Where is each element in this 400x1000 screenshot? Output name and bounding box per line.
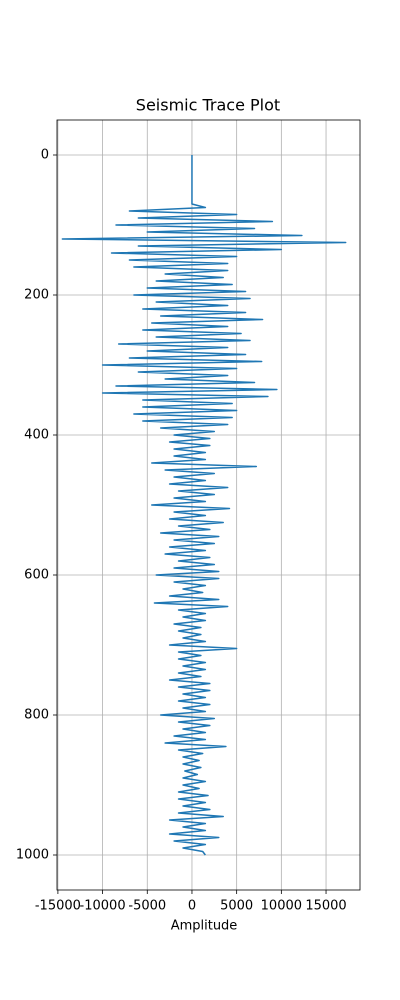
x-tick-label: 10000 xyxy=(261,899,302,914)
x-tick-label: -15000 xyxy=(35,899,81,914)
y-tick-label: 0 xyxy=(41,148,49,163)
plot-frame xyxy=(56,119,361,891)
x-tick-label: 5000 xyxy=(220,899,253,914)
y-tick-label: 1000 xyxy=(16,848,49,863)
x-tick-label: -10000 xyxy=(80,899,126,914)
trace-line xyxy=(61,155,347,856)
x-tick-label: 15000 xyxy=(305,899,346,914)
x-tick-label: -5000 xyxy=(128,899,166,914)
x-axis-label: Amplitude xyxy=(171,919,238,934)
y-tick-label: 200 xyxy=(24,288,49,303)
y-tick-label: 400 xyxy=(24,428,49,443)
y-tick-label: 800 xyxy=(24,708,49,723)
x-tick-label: 0 xyxy=(188,899,196,914)
y-tick-label: 600 xyxy=(24,568,49,583)
chart-title: Seismic Trace Plot xyxy=(136,96,280,115)
